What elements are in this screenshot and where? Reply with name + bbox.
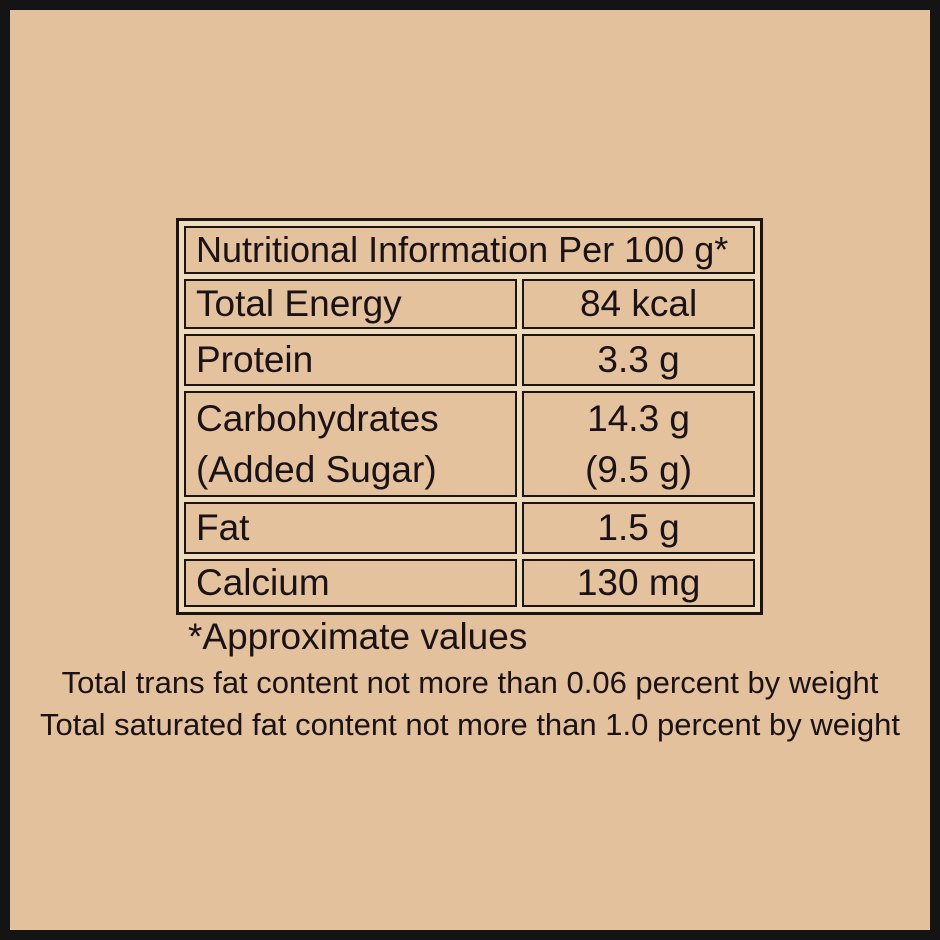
table-row: Protein 3.3 g xyxy=(184,334,755,386)
saturated-fat-note: Total saturated fat content not more tha… xyxy=(40,707,900,742)
table-row: Fat 1.5 g xyxy=(184,502,755,554)
row-value-protein: 3.3 g xyxy=(522,334,755,386)
row-label-protein: Protein xyxy=(184,334,518,386)
row-value-fat: 1.5 g xyxy=(522,502,755,554)
table-title: Nutritional Information Per 100 g* xyxy=(184,226,755,274)
nutrition-table: Nutritional Information Per 100 g* Total… xyxy=(176,218,763,616)
carbohydrates-value-line2: (9.5 g) xyxy=(585,449,693,490)
table-row: Calcium 130 mg xyxy=(184,559,755,608)
row-label-total-energy: Total Energy xyxy=(184,279,518,329)
row-label-carbohydrates: Carbohydrates (Added Sugar) xyxy=(184,391,518,497)
row-value-carbohydrates: 14.3 g (9.5 g) xyxy=(522,391,755,497)
carbohydrates-label-line1: Carbohydrates xyxy=(196,398,439,439)
row-label-fat: Fat xyxy=(184,502,518,554)
row-value-calcium: 130 mg xyxy=(522,559,755,608)
trans-fat-note: Total trans fat content not more than 0.… xyxy=(61,665,879,700)
row-value-total-energy: 84 kcal xyxy=(522,279,755,329)
table-row: Carbohydrates (Added Sugar) 14.3 g (9.5 … xyxy=(184,391,755,497)
footnotes: Total trans fat content not more than 0.… xyxy=(10,662,930,746)
carbohydrates-value-line1: 14.3 g xyxy=(587,398,691,439)
approximate-values-note: *Approximate values xyxy=(188,616,528,657)
table-header-row: Nutritional Information Per 100 g* xyxy=(184,226,755,274)
carbohydrates-label-line2: (Added Sugar) xyxy=(196,449,437,490)
table-row: Total Energy 84 kcal xyxy=(184,279,755,329)
row-label-calcium: Calcium xyxy=(184,559,518,608)
